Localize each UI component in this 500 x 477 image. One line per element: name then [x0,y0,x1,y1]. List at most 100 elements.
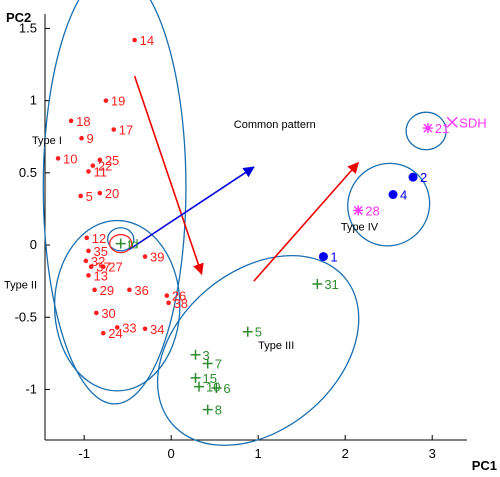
point-label: 9 [87,131,94,146]
point-label: 31 [324,277,338,292]
annotation-label: Type II [4,279,37,291]
data-point [86,248,91,254]
point-label: 1 [330,250,337,265]
data-point [88,264,94,270]
cluster-ellipse [53,219,181,392]
pattern-arrow [128,166,255,251]
data-point [78,193,83,199]
annotation-label: Type I [32,135,62,147]
data-point [97,190,103,196]
x-tick-label: 2 [342,446,349,461]
data-point [114,325,120,330]
data-point [111,127,117,132]
cluster-ellipse [347,162,431,247]
td-highlight-circle [109,234,133,254]
point-label: 19 [111,94,125,109]
y-tick-label: -1 [25,381,37,396]
point-label: 27 [108,260,122,275]
point-label: 26 [172,289,186,304]
data-point [242,326,253,337]
annotation-label: Common pattern [234,119,316,131]
y-tick-label: 0 [30,237,37,252]
data-point [86,169,91,174]
point-label: 18 [76,114,90,129]
point-label: 33 [122,320,136,335]
data-point [55,156,61,161]
data-point [190,349,201,360]
point-label: 8 [215,403,222,418]
x-tick-label: 0 [168,446,175,461]
point-label: 14 [140,33,154,48]
cluster-ellipse [42,0,187,405]
point-label: 22 [98,159,112,174]
data-point [79,135,84,141]
data-point [127,287,132,293]
y-tick-label: -0.5 [15,309,37,324]
data-point [388,190,398,200]
pattern-arrow [253,161,359,282]
point-label: 17 [119,123,133,138]
y-tick-label: 0.5 [19,165,37,180]
point-label: 29 [100,283,114,298]
point-label: 36 [134,283,148,298]
point-label: 15 [203,371,217,386]
annotation-label: Type III [258,340,294,352]
data-point [86,273,91,278]
point-label: 3 [203,348,210,363]
data-point [100,264,106,270]
data-point [353,205,364,216]
data-point [190,372,201,383]
point-label: 25 [105,153,119,168]
data-point [142,326,148,332]
y-tick-label: 1.5 [19,20,37,35]
point-label: 39 [150,250,164,265]
point-label: 6 [223,381,230,396]
point-label: 35 [94,244,108,259]
data-point [97,157,103,163]
point-label: 38 [174,296,188,311]
data-point [202,358,213,369]
pattern-arrow [133,75,204,275]
point-label: SDH [459,115,486,130]
data-point [446,116,458,128]
data-point [68,118,74,124]
annotation-label: Type IV [341,222,379,234]
point-label: td [128,237,139,252]
y-axis-title: PC2 [6,10,31,25]
point-label: 10 [63,151,77,166]
data-point [92,287,97,293]
data-point [115,238,126,249]
x-tick-label: 1 [255,446,262,461]
point-label: 5 [86,189,93,204]
point-label: 7 [215,356,222,371]
data-point [90,163,96,168]
y-tick-label: 1 [30,93,37,108]
data-point [422,123,433,134]
point-label: 30 [101,306,115,321]
data-point [164,293,170,298]
data-point [312,279,323,290]
cluster-ellipse [156,255,360,446]
data-point [318,252,328,262]
data-point [408,172,418,182]
data-point [142,254,148,259]
point-label: 20 [105,186,119,201]
x-tick-label: -1 [78,446,90,461]
data-point [132,37,137,43]
point-label: 2 [420,170,427,185]
x-axis-title: PC1 [472,458,497,473]
point-label: 11 [94,164,108,179]
data-point [84,235,90,241]
point-label: 28 [365,203,379,218]
point-label: 10 [206,380,220,395]
point-label: 4 [400,188,407,203]
data-point [194,381,205,392]
point-label: 24 [108,326,122,341]
data-point [202,404,213,415]
x-tick-label: 3 [429,446,436,461]
cluster-ellipse [106,227,135,252]
data-point [83,258,89,264]
data-point [103,98,109,103]
